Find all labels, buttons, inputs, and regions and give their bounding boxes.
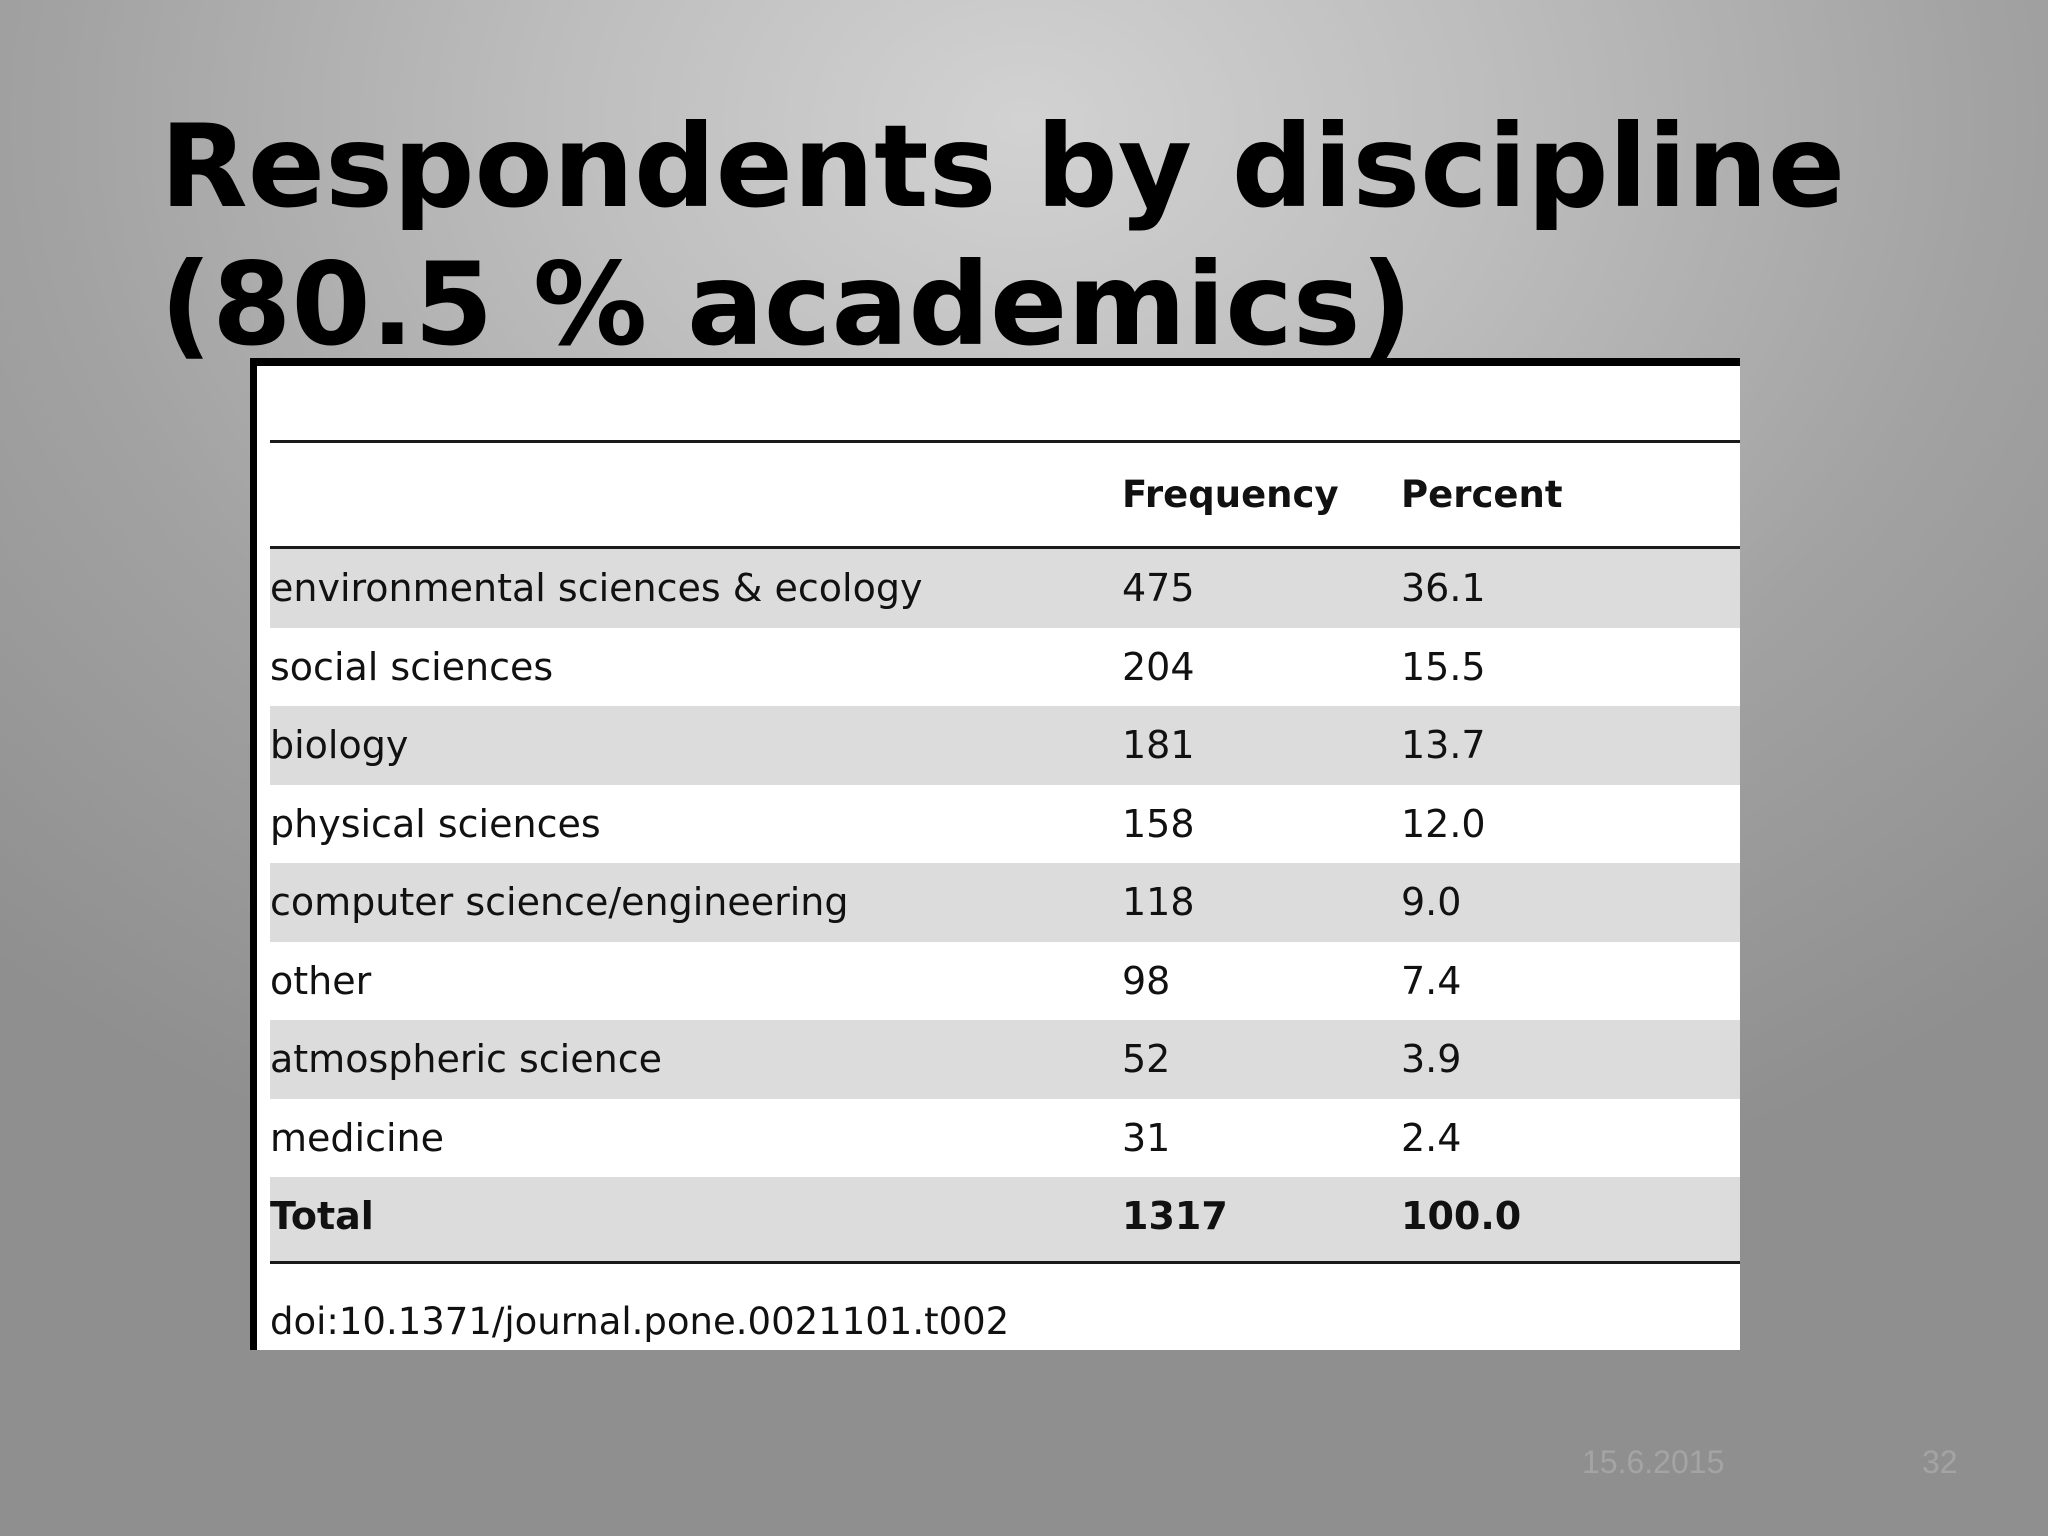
table-row: atmospheric science 52 3.9 (270, 1020, 1740, 1099)
slide-title-line-1: Respondents by discipline (160, 100, 1846, 233)
row-frequency: 158 (1122, 801, 1195, 846)
row-label: computer science/engineering (270, 880, 849, 924)
row-label: social sciences (270, 644, 554, 689)
header-frequency: Frequency (1122, 473, 1339, 516)
footer-date: 15.6.2015 (1582, 1444, 1725, 1480)
row-frequency: 31 (1122, 1115, 1171, 1160)
row-percent: 7.4 (1401, 958, 1462, 1003)
table-body: environmental sciences & ecology 475 36.… (270, 549, 1740, 1177)
total-frequency: 1317 (1122, 1194, 1228, 1238)
row-frequency: 98 (1122, 958, 1171, 1003)
table-header-bottom-rule (270, 546, 1740, 549)
row-percent: 13.7 (1401, 723, 1486, 767)
table-doi: doi:10.1371/journal.pone.0021101.t002 (270, 1300, 1010, 1343)
table-header-top-rule (270, 440, 1740, 443)
row-percent: 3.9 (1401, 1037, 1462, 1081)
table-row: social sciences 204 15.5 (270, 628, 1740, 707)
row-label: atmospheric science (270, 1037, 662, 1081)
row-frequency: 475 (1122, 566, 1195, 610)
total-percent: 100.0 (1401, 1194, 1522, 1238)
table-total-row: Total 1317 100.0 (270, 1177, 1740, 1261)
table-row: other 98 7.4 (270, 942, 1740, 1021)
row-percent: 36.1 (1401, 566, 1486, 610)
table-row: computer science/engineering 118 9.0 (270, 863, 1740, 942)
page-number: 32 (1922, 1444, 1958, 1480)
row-frequency: 181 (1122, 723, 1195, 767)
row-percent: 9.0 (1401, 880, 1462, 924)
row-frequency: 52 (1122, 1037, 1171, 1081)
header-percent: Percent (1401, 473, 1563, 516)
discipline-table: Frequency Percent environmental sciences… (250, 358, 1740, 1350)
table-header-row: Frequency Percent (270, 444, 1740, 546)
row-percent: 15.5 (1401, 644, 1486, 689)
row-frequency: 118 (1122, 880, 1195, 924)
table-row: medicine 31 2.4 (270, 1099, 1740, 1178)
row-percent: 2.4 (1401, 1115, 1462, 1160)
slide-title-line-2: (80.5 % academics) (160, 238, 1413, 371)
row-label: medicine (270, 1115, 444, 1160)
row-label: environmental sciences & ecology (270, 566, 923, 610)
row-frequency: 204 (1122, 644, 1195, 689)
row-label: biology (270, 723, 409, 767)
slide-title: Respondents by discipline (80.5 % academ… (160, 98, 1980, 374)
row-label: physical sciences (270, 801, 601, 846)
table-bottom-rule (270, 1261, 1740, 1264)
table-row: environmental sciences & ecology 475 36.… (270, 549, 1740, 628)
total-label: Total (270, 1194, 374, 1238)
row-label: other (270, 958, 372, 1003)
table-row: biology 181 13.7 (270, 706, 1740, 785)
table-row: physical sciences 158 12.0 (270, 785, 1740, 864)
row-percent: 12.0 (1401, 801, 1486, 846)
table-left-border (250, 358, 257, 1350)
table-top-rule (257, 358, 1740, 366)
